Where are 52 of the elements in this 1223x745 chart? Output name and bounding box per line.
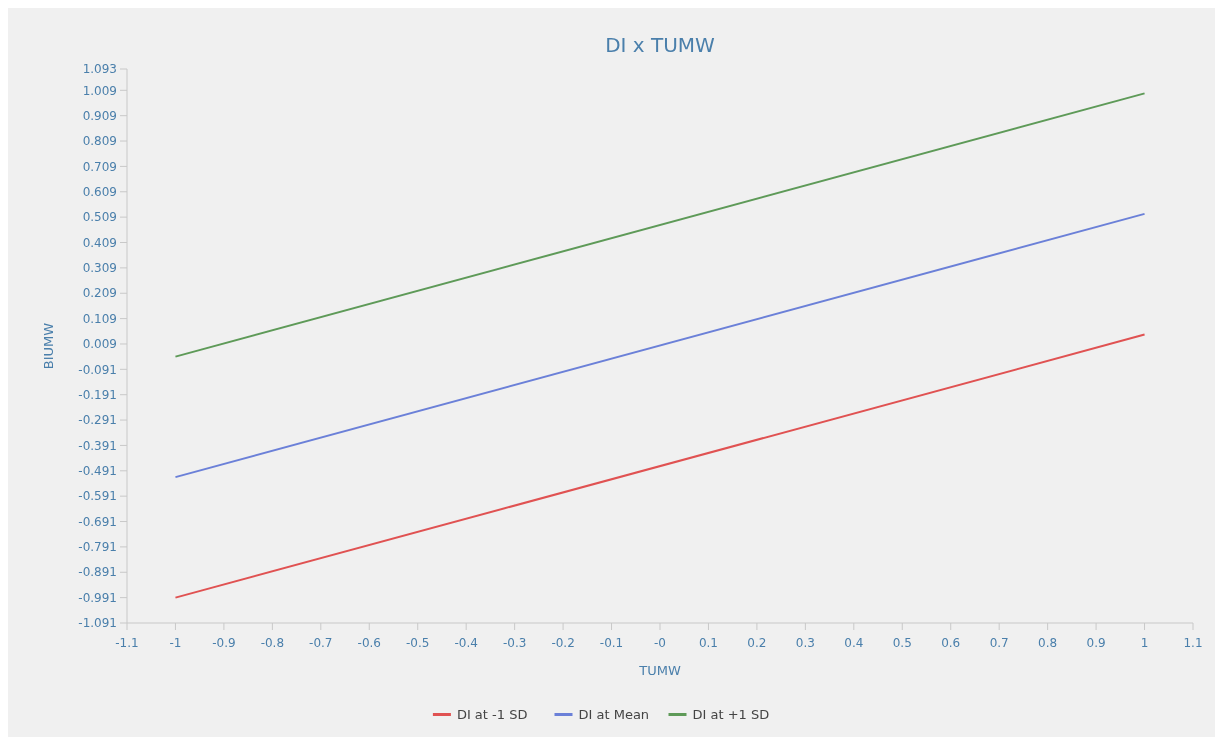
x-tick-label: 0.4 — [844, 636, 864, 650]
y-tick-label: -0.491 — [78, 464, 117, 478]
y-tick-label: -1.091 — [78, 616, 117, 631]
x-tick-label: -1.1 — [115, 636, 139, 650]
y-tick-label: 0.809 — [82, 134, 117, 149]
x-tick-label: 0.1 — [698, 636, 718, 650]
y-tick-label: 0.709 — [82, 159, 117, 174]
y-tick-label: -0.391 — [78, 438, 117, 453]
x-tick-label: 0.7 — [989, 636, 1009, 650]
y-tick-label: -0.791 — [78, 540, 117, 555]
y-tick-label: 0.609 — [82, 184, 117, 199]
x-tick-label: -0.7 — [309, 636, 333, 650]
y-tick-label: 1.093 — [82, 62, 117, 77]
x-tick-label: -0 — [654, 636, 666, 650]
y-tick-label: 0.909 — [82, 108, 117, 123]
x-tick-label: -0.4 — [454, 636, 478, 650]
x-tick-label: -0.9 — [212, 636, 236, 650]
x-tick-label: 1 — [1140, 636, 1149, 650]
y-tick-label: -0.591 — [78, 489, 117, 504]
y-tick-label: 0.009 — [82, 337, 117, 352]
x-tick-label: 0.5 — [892, 636, 912, 650]
y-tick-label: -0.991 — [78, 590, 117, 605]
y-tick-label: 0.409 — [82, 235, 117, 250]
x-tick-label: -0.2 — [551, 636, 575, 650]
y-tick-label: -0.891 — [78, 565, 117, 580]
y-tick-label: 0.109 — [82, 311, 117, 326]
chart-title: DI x TUMW — [605, 33, 716, 57]
x-tick-label: -0.1 — [599, 636, 624, 650]
y-tick-label: -0.091 — [78, 362, 117, 377]
x-tick-label: -0.6 — [357, 636, 381, 650]
x-tick-label: 0.2 — [747, 636, 767, 650]
y-tick-label: -0.691 — [78, 514, 117, 529]
y-tick-label: 1.009 — [82, 83, 117, 98]
x-tick-label: -0.3 — [502, 636, 527, 650]
x-tick-label: -0.8 — [260, 636, 285, 650]
x-tick-label: 0.6 — [941, 636, 961, 650]
x-tick-label: 0.9 — [1086, 636, 1106, 650]
x-tick-label: 0.8 — [1038, 636, 1058, 650]
legend-label: DI at Mean — [578, 707, 650, 722]
legend-label: DI at -1 SD — [456, 707, 528, 722]
legend-label: DI at +1 SD — [692, 707, 770, 722]
x-tick-label: 0.3 — [795, 636, 815, 650]
y-tick-label: -0.291 — [78, 413, 117, 428]
x-tick-label: -1 — [169, 636, 182, 650]
x-tick-label: -0.5 — [406, 636, 430, 650]
x-axis-title: TUMW — [638, 663, 681, 678]
y-tick-label: -0.191 — [78, 387, 117, 402]
y-tick-label: 0.509 — [82, 210, 117, 225]
y-tick-label: 0.309 — [82, 261, 117, 276]
y-tick-label: 0.209 — [82, 286, 117, 301]
x-tick-label: 1.1 — [1183, 636, 1203, 650]
y-axis-title: BIUMW — [41, 322, 56, 370]
